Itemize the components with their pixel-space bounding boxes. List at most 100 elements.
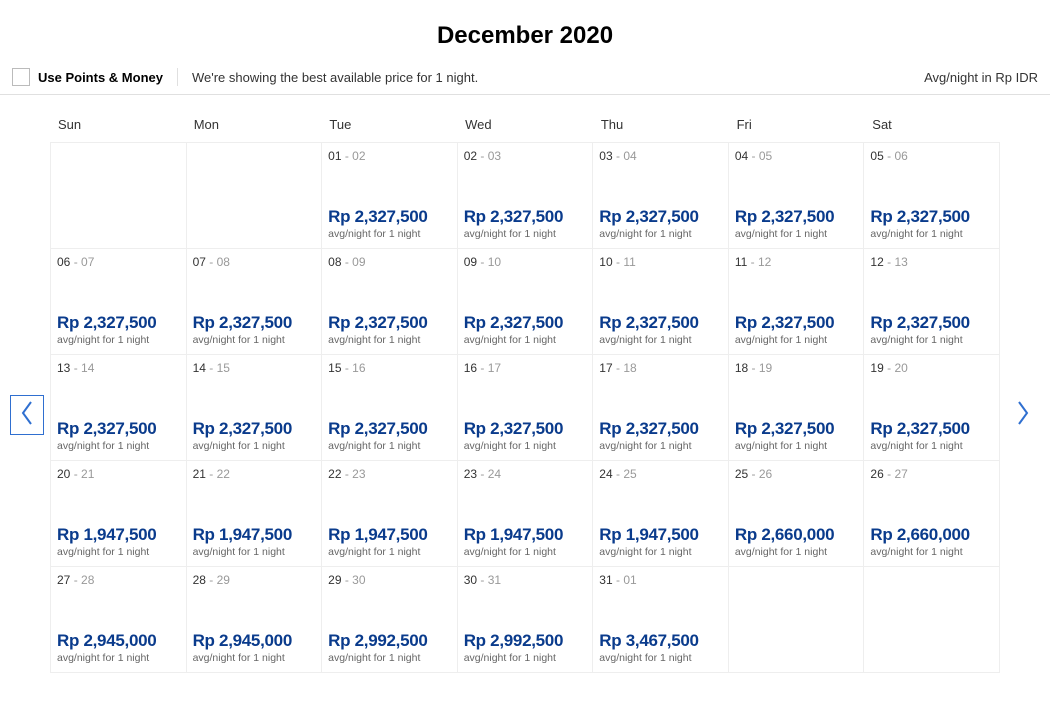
date-range: 15 - 16: [328, 361, 451, 375]
price-sub: avg/night for 1 night: [57, 440, 180, 452]
next-month-button[interactable]: [1006, 395, 1040, 435]
price-sub: avg/night for 1 night: [57, 546, 180, 558]
calendar-cell[interactable]: 17 - 18Rp 2,327,500avg/night for 1 night: [593, 355, 729, 461]
price-sub: avg/night for 1 night: [328, 440, 451, 452]
points-toggle[interactable]: Use Points & Money: [12, 68, 178, 86]
calendar-cell[interactable]: 31 - 01 Rp 3,467,500avg/night for 1 night: [593, 567, 729, 673]
day-header: Sat: [864, 113, 1000, 136]
price: Rp 2,327,500: [328, 313, 451, 333]
day-header: Tue: [321, 113, 457, 136]
price: Rp 2,327,500: [328, 207, 451, 227]
date-range: 29 - 30: [328, 573, 451, 587]
price-sub: avg/night for 1 night: [328, 228, 451, 240]
price: Rp 2,327,500: [870, 313, 993, 333]
price-sub: avg/night for 1 night: [599, 546, 722, 558]
calendar-cell[interactable]: 19 - 20Rp 2,327,500avg/night for 1 night: [864, 355, 1000, 461]
calendar-cell[interactable]: 11 - 12Rp 2,327,500avg/night for 1 night: [729, 249, 865, 355]
points-checkbox[interactable]: [12, 68, 30, 86]
price: Rp 2,327,500: [193, 419, 316, 439]
calendar-cell-empty: [729, 567, 865, 673]
calendar-grid: 01 - 02Rp 2,327,500avg/night for 1 night…: [50, 142, 1000, 673]
price: Rp 2,945,000: [57, 631, 180, 651]
calendar-cell[interactable]: 22 - 23Rp 1,947,500avg/night for 1 night: [322, 461, 458, 567]
price-sub: avg/night for 1 night: [735, 334, 858, 346]
price-sub: avg/night for 1 night: [328, 652, 451, 664]
price-sub: avg/night for 1 night: [599, 334, 722, 346]
price-sub: avg/night for 1 night: [599, 652, 722, 664]
calendar-cell[interactable]: 18 - 19Rp 2,327,500avg/night for 1 night: [729, 355, 865, 461]
price: Rp 2,327,500: [464, 313, 587, 333]
points-label: Use Points & Money: [38, 70, 163, 85]
calendar-cell[interactable]: 10 - 11Rp 2,327,500avg/night for 1 night: [593, 249, 729, 355]
price: Rp 2,327,500: [193, 313, 316, 333]
calendar-cell[interactable]: 28 - 29 Rp 2,945,000avg/night for 1 night: [187, 567, 323, 673]
price: Rp 2,327,500: [735, 419, 858, 439]
day-header: Wed: [457, 113, 593, 136]
calendar-cell[interactable]: 13 - 14 Rp 2,327,500avg/night for 1 night: [51, 355, 187, 461]
calendar-cell[interactable]: 12 - 13Rp 2,327,500avg/night for 1 night: [864, 249, 1000, 355]
date-range: 12 - 13: [870, 255, 993, 269]
info-text: We're showing the best available price f…: [178, 70, 478, 85]
calendar-cell[interactable]: 06 - 07Rp 2,327,500avg/night for 1 night: [51, 249, 187, 355]
date-range: 13 - 14: [57, 361, 180, 375]
prev-month-button[interactable]: [10, 395, 44, 435]
price-sub: avg/night for 1 night: [870, 440, 993, 452]
calendar-cell[interactable]: 25 - 26Rp 2,660,000avg/night for 1 night: [729, 461, 865, 567]
price: Rp 2,945,000: [193, 631, 316, 651]
date-range: 21 - 22: [193, 467, 316, 481]
toolbar: Use Points & Money We're showing the bes…: [0, 62, 1050, 95]
calendar-cell[interactable]: 14 - 15Rp 2,327,500avg/night for 1 night: [187, 355, 323, 461]
calendar-cell[interactable]: 26 - 27Rp 2,660,000avg/night for 1 night: [864, 461, 1000, 567]
price: Rp 3,467,500: [599, 631, 722, 651]
calendar-cell[interactable]: 08 - 09Rp 2,327,500avg/night for 1 night: [322, 249, 458, 355]
price-sub: avg/night for 1 night: [870, 228, 993, 240]
date-range: 26 - 27: [870, 467, 993, 481]
price: Rp 2,327,500: [870, 419, 993, 439]
calendar-cell[interactable]: 29 - 30 Rp 2,992,500avg/night for 1 night: [322, 567, 458, 673]
calendar-cell[interactable]: 23 - 24Rp 1,947,500avg/night for 1 night: [458, 461, 594, 567]
calendar-cell-empty: [864, 567, 1000, 673]
date-range: 18 - 19: [735, 361, 858, 375]
price: Rp 1,947,500: [193, 525, 316, 545]
calendar-cell[interactable]: 30 - 31Rp 2,992,500avg/night for 1 night: [458, 567, 594, 673]
price-sub: avg/night for 1 night: [464, 546, 587, 558]
calendar-cell[interactable]: 15 - 16Rp 2,327,500avg/night for 1 night: [322, 355, 458, 461]
price: Rp 2,992,500: [328, 631, 451, 651]
calendar-cell[interactable]: 01 - 02 Rp 2,327,500avg/night for 1 night: [322, 143, 458, 249]
calendar-cell[interactable]: 21 - 22 Rp 1,947,500avg/night for 1 night: [187, 461, 323, 567]
calendar-cell[interactable]: 27 - 28 Rp 2,945,000avg/night for 1 night: [51, 567, 187, 673]
calendar-cell[interactable]: 03 - 04Rp 2,327,500avg/night for 1 night: [593, 143, 729, 249]
price-sub: avg/night for 1 night: [57, 652, 180, 664]
chevron-left-icon: [20, 400, 34, 431]
price-sub: avg/night for 1 night: [193, 652, 316, 664]
day-header: Fri: [729, 113, 865, 136]
calendar-cell[interactable]: 02 - 03Rp 2,327,500avg/night for 1 night: [458, 143, 594, 249]
date-range: 01 - 02: [328, 149, 451, 163]
price: Rp 2,327,500: [599, 313, 722, 333]
calendar-cell[interactable]: 07 - 08Rp 2,327,500avg/night for 1 night: [187, 249, 323, 355]
price: Rp 1,947,500: [328, 525, 451, 545]
price-sub: avg/night for 1 night: [464, 334, 587, 346]
price: Rp 1,947,500: [464, 525, 587, 545]
date-range: 28 - 29: [193, 573, 316, 587]
date-range: 27 - 28: [57, 573, 180, 587]
chevron-right-icon: [1016, 400, 1030, 431]
price-sub: avg/night for 1 night: [328, 334, 451, 346]
calendar-cell[interactable]: 16 - 17Rp 2,327,500avg/night for 1 night: [458, 355, 594, 461]
price: Rp 2,327,500: [464, 207, 587, 227]
date-range: 03 - 04: [599, 149, 722, 163]
price-sub: avg/night for 1 night: [193, 440, 316, 452]
price: Rp 2,327,500: [464, 419, 587, 439]
price: Rp 1,947,500: [57, 525, 180, 545]
price-sub: avg/night for 1 night: [599, 228, 722, 240]
calendar-cell[interactable]: 05 - 06Rp 2,327,500avg/night for 1 night: [864, 143, 1000, 249]
price-sub: avg/night for 1 night: [193, 546, 316, 558]
calendar-cell[interactable]: 04 - 05Rp 2,327,500avg/night for 1 night: [729, 143, 865, 249]
price: Rp 2,327,500: [57, 419, 180, 439]
price: Rp 2,327,500: [599, 419, 722, 439]
calendar-cell[interactable]: 09 - 10Rp 2,327,500avg/night for 1 night: [458, 249, 594, 355]
calendar-cell[interactable]: 20 - 21Rp 1,947,500avg/night for 1 night: [51, 461, 187, 567]
calendar-cell[interactable]: 24 - 25Rp 1,947,500avg/night for 1 night: [593, 461, 729, 567]
calendar-cell-empty: [51, 143, 187, 249]
date-range: 31 - 01: [599, 573, 722, 587]
